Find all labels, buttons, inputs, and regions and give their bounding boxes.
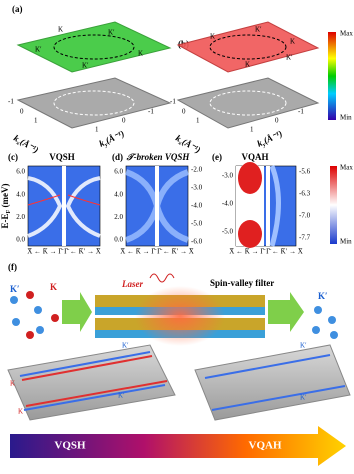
tick-label: 0.0 <box>16 236 25 244</box>
tick-label: -5.6 <box>299 168 311 176</box>
valley-label: K′ <box>35 46 42 54</box>
valley-label: K <box>58 26 63 34</box>
valley-label: K′ <box>286 54 293 62</box>
phase-label: VQAH <box>249 440 282 452</box>
tick-label: -1 <box>298 108 304 116</box>
panel-title: 𝒯-broken VQSH <box>126 152 191 162</box>
filter-label: Spin-valley filter <box>210 278 274 288</box>
tick-label: 4.0 <box>114 190 123 198</box>
tick-labels: 6.0 4.0 2.0 0.0 6.0 4.0 2.0 0.0 -2.0 -3.0 -4.0 -5.0… <box>16 166 310 246</box>
dashed-ring <box>209 90 287 116</box>
tick-label: -4.0 <box>191 202 203 210</box>
colorbar-max: Max <box>340 164 353 172</box>
arrow <box>62 292 92 332</box>
valley-label: K′ <box>300 342 307 350</box>
panel-d: (d) 𝒯-broken VQSH X̄ ← K̄ → Γ̄ Γ̄ ← K̄′ … <box>112 152 194 256</box>
tick-label: -3.0 <box>222 172 234 180</box>
phase-arrow <box>10 426 346 466</box>
dashed-ring <box>209 34 287 60</box>
valley-label: K′ <box>318 291 328 301</box>
tick-label: 0 <box>122 117 126 125</box>
valley-label: K <box>10 380 15 388</box>
axis-label: ky(Å⁻¹) <box>255 128 284 150</box>
valley-label: K′ <box>122 342 129 350</box>
panel-a: (a) K K′ K′ K K′ -1 0 1 1 0 -1 kx(Å⁻¹) k… <box>8 4 172 155</box>
valley-label: K′ <box>108 29 115 37</box>
tick-label: -5.0 <box>191 220 203 228</box>
upper-plane <box>16 21 172 73</box>
tick-label: 1 <box>196 117 200 125</box>
tick-label: -1 <box>170 98 176 106</box>
phase-label: VQSH <box>54 440 86 452</box>
tick-label: -7.0 <box>299 212 311 220</box>
tick-label: -4.0 <box>222 200 234 208</box>
valley-label: K <box>50 282 57 292</box>
valley-label: K′ <box>10 284 20 294</box>
tick-label: -1 <box>148 108 154 116</box>
axis-label: ky(Å⁻¹) <box>97 128 126 150</box>
tick-label: 1 <box>95 126 99 134</box>
tick-label: -5.0 <box>222 228 234 236</box>
tick-label: -1 <box>8 98 14 106</box>
tick-label: -6.3 <box>299 190 311 198</box>
valley-label: K′ <box>255 26 262 34</box>
panel-title: VQSH <box>49 152 75 162</box>
colorbar-min: Min <box>340 238 352 246</box>
arrow <box>268 292 304 332</box>
valley-label: K <box>245 61 250 69</box>
tick-label: 0 <box>275 117 279 125</box>
tick-label: -3.0 <box>191 184 203 192</box>
colorbar <box>328 32 336 120</box>
valley-label: K <box>18 408 23 416</box>
colorbar-max: Max <box>340 30 353 38</box>
panel-label: (c) <box>8 152 18 162</box>
valley-label: K′ <box>118 392 125 400</box>
valley-label: K′ <box>82 62 89 70</box>
laser-label: Laser <box>121 279 143 289</box>
axis-label: E-EF (meV) <box>0 184 12 229</box>
tick-label: 6.0 <box>16 168 25 176</box>
lower-plane <box>16 77 172 129</box>
slab <box>194 344 351 421</box>
tick-label: 0 <box>182 108 186 116</box>
panel-f: (f) K′ K Laser Spin-valley filter K′ K′ … <box>7 262 351 466</box>
dashed-ring <box>53 34 135 60</box>
panel-b: (b) K K′ K K′ K -1 0 1 1 0 -1 kx(Å⁻¹) ky… <box>170 21 320 155</box>
panel-label: (a) <box>12 4 23 14</box>
peaks <box>213 60 290 112</box>
valley-label: K <box>210 33 215 41</box>
panel-title: VQAH <box>242 152 269 162</box>
colorbar <box>330 166 337 244</box>
panel-c: (c) VQSH E-EF (meV) X̄ ← K̄ → Γ̄ Γ̄ ← K̄… <box>0 152 101 256</box>
colorbar-min: Min <box>340 114 352 122</box>
valley-label: K <box>290 38 295 46</box>
tick-label: 0.0 <box>114 236 123 244</box>
upper-plane <box>176 21 320 73</box>
tick-label: -6.0 <box>191 238 203 246</box>
valley-label: K′ <box>300 394 307 402</box>
path-label: X̄ ← K̄ → Γ̄ Γ̄ ← K̄′ → X̄ <box>120 248 194 256</box>
path-label: X̄ ← K̄ → Γ̄ Γ̄ ← K̄′ → X̄ <box>27 248 101 256</box>
valley-label: K <box>138 50 143 58</box>
tick-label: 1 <box>250 126 254 134</box>
panel-label: (e) <box>212 152 222 162</box>
tick-label: 6.0 <box>114 168 123 176</box>
tick-label: 2.0 <box>114 213 123 221</box>
tick-label: 0 <box>20 108 24 116</box>
tick-label: 4.0 <box>16 190 25 198</box>
lower-plane <box>176 77 320 129</box>
laser-spot <box>135 286 225 346</box>
panel-e: (e) VQAH X̄ ← K̄ → Γ̄ Γ̄ ← K̄′ → X̄ <box>212 152 303 256</box>
tick-label: 1 <box>34 117 38 125</box>
tick-label: 2.0 <box>16 213 25 221</box>
tick-label: -7.7 <box>299 234 311 242</box>
path-label: X̄ ← K̄ → Γ̄ Γ̄ ← K̄′ → X̄ <box>229 248 303 256</box>
panel-label: (d) <box>112 152 123 162</box>
tick-label: -2.0 <box>191 166 203 174</box>
panel-label: (f) <box>8 262 17 272</box>
